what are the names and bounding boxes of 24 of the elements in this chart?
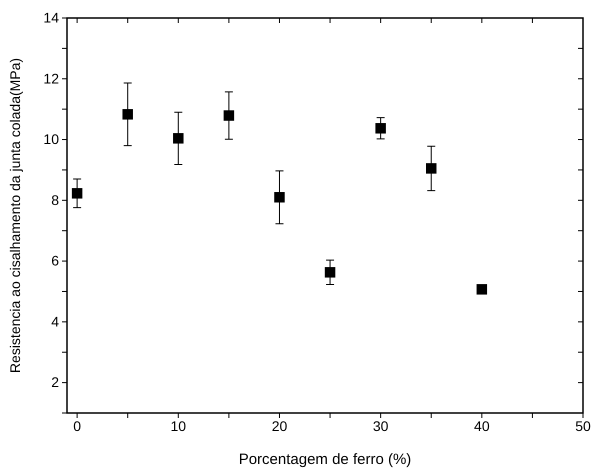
x-tick-label: 50 xyxy=(575,418,591,434)
y-tick-label: 8 xyxy=(51,192,60,208)
x-tick-label: 40 xyxy=(474,418,490,434)
point xyxy=(375,123,386,134)
x-axis-title: Porcentagem de ferro (%) xyxy=(238,451,412,468)
point xyxy=(72,188,82,199)
y-tick-label: 2 xyxy=(51,374,60,390)
point xyxy=(173,133,184,144)
point xyxy=(274,192,285,203)
y-tick-label: 12 xyxy=(43,70,60,86)
x-tick-label: 20 xyxy=(272,418,288,434)
point xyxy=(324,267,336,278)
y-tick-label: 6 xyxy=(51,252,60,269)
x-tick-label: 0 xyxy=(73,418,82,434)
point xyxy=(224,110,234,121)
point xyxy=(476,284,488,295)
y-axis-title: Resistencia ao cisalhamento da junta colada(MPa) xyxy=(7,58,23,374)
point xyxy=(122,109,133,120)
y-tick-label: 4 xyxy=(51,313,60,330)
point xyxy=(426,163,436,174)
x-tick-label: 30 xyxy=(372,418,389,434)
y-tick-label: 10 xyxy=(43,131,60,148)
x-tick-label: 10 xyxy=(170,418,186,434)
y-tick-label: 14 xyxy=(43,9,60,26)
